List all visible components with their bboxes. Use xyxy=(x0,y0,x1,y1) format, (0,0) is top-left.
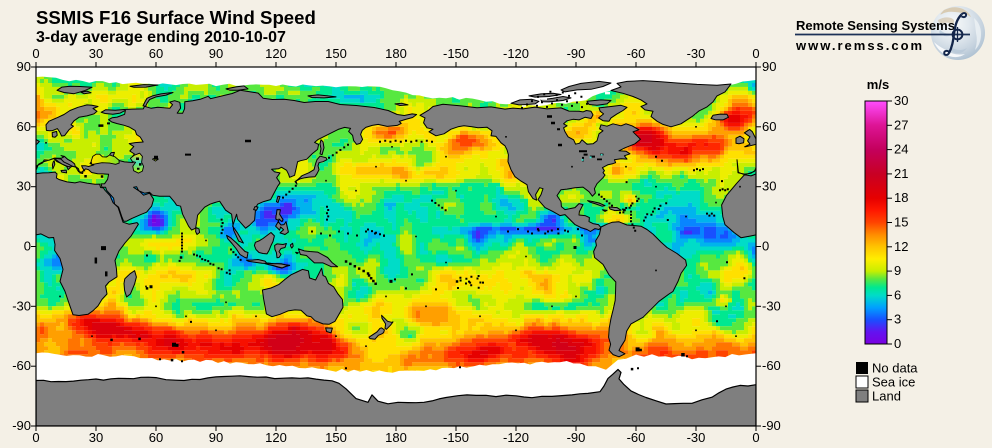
svg-text:Land: Land xyxy=(872,389,901,404)
svg-text:120: 120 xyxy=(265,46,287,61)
svg-text:180: 180 xyxy=(385,430,407,445)
svg-text:-120: -120 xyxy=(503,430,529,445)
svg-text:-60: -60 xyxy=(627,46,646,61)
svg-text:6: 6 xyxy=(894,287,901,302)
svg-text:120: 120 xyxy=(265,430,287,445)
svg-text:m/s: m/s xyxy=(867,77,889,92)
svg-text:9: 9 xyxy=(894,263,901,278)
svg-text:-30: -30 xyxy=(687,46,706,61)
svg-text:0: 0 xyxy=(752,46,759,61)
svg-text:-90: -90 xyxy=(567,430,586,445)
svg-text:-90: -90 xyxy=(12,418,31,433)
svg-text:150: 150 xyxy=(325,430,347,445)
svg-text:0: 0 xyxy=(24,239,31,254)
svg-text:0: 0 xyxy=(762,239,769,254)
svg-text:-60: -60 xyxy=(12,358,31,373)
svg-text:21: 21 xyxy=(894,166,908,181)
svg-text:30: 30 xyxy=(89,430,103,445)
svg-text:0: 0 xyxy=(894,336,901,351)
svg-text:Remote Sensing Systems: Remote Sensing Systems xyxy=(796,18,955,33)
svg-text:No data: No data xyxy=(872,361,918,376)
svg-text:180: 180 xyxy=(385,46,407,61)
svg-text:18: 18 xyxy=(894,190,908,205)
svg-text:-30: -30 xyxy=(762,298,781,313)
svg-text:www.remss.com: www.remss.com xyxy=(795,38,924,53)
svg-text:60: 60 xyxy=(149,46,163,61)
svg-text:30: 30 xyxy=(89,46,103,61)
svg-text:90: 90 xyxy=(762,59,776,74)
svg-text:90: 90 xyxy=(209,46,223,61)
svg-text:-30: -30 xyxy=(687,430,706,445)
svg-text:15: 15 xyxy=(894,215,908,230)
svg-text:150: 150 xyxy=(325,46,347,61)
svg-text:-90: -90 xyxy=(762,418,781,433)
svg-text:60: 60 xyxy=(762,119,776,134)
svg-text:60: 60 xyxy=(17,119,31,134)
svg-text:-60: -60 xyxy=(762,358,781,373)
svg-text:-60: -60 xyxy=(627,430,646,445)
svg-text:12: 12 xyxy=(894,239,908,254)
svg-text:90: 90 xyxy=(209,430,223,445)
svg-text:-150: -150 xyxy=(443,430,469,445)
svg-text:-150: -150 xyxy=(443,46,469,61)
svg-text:60: 60 xyxy=(149,430,163,445)
svg-text:0: 0 xyxy=(752,430,759,445)
svg-text:-90: -90 xyxy=(567,46,586,61)
svg-text:30: 30 xyxy=(762,179,776,194)
svg-text:-120: -120 xyxy=(503,46,529,61)
svg-text:3: 3 xyxy=(894,312,901,327)
svg-text:30: 30 xyxy=(894,93,908,108)
svg-text:-30: -30 xyxy=(12,298,31,313)
svg-text:24: 24 xyxy=(894,142,908,157)
svg-text:0: 0 xyxy=(32,46,39,61)
svg-text:27: 27 xyxy=(894,117,908,132)
svg-text:90: 90 xyxy=(17,59,31,74)
svg-text:Sea ice: Sea ice xyxy=(872,375,915,390)
svg-text:0: 0 xyxy=(32,430,39,445)
svg-text:30: 30 xyxy=(17,179,31,194)
